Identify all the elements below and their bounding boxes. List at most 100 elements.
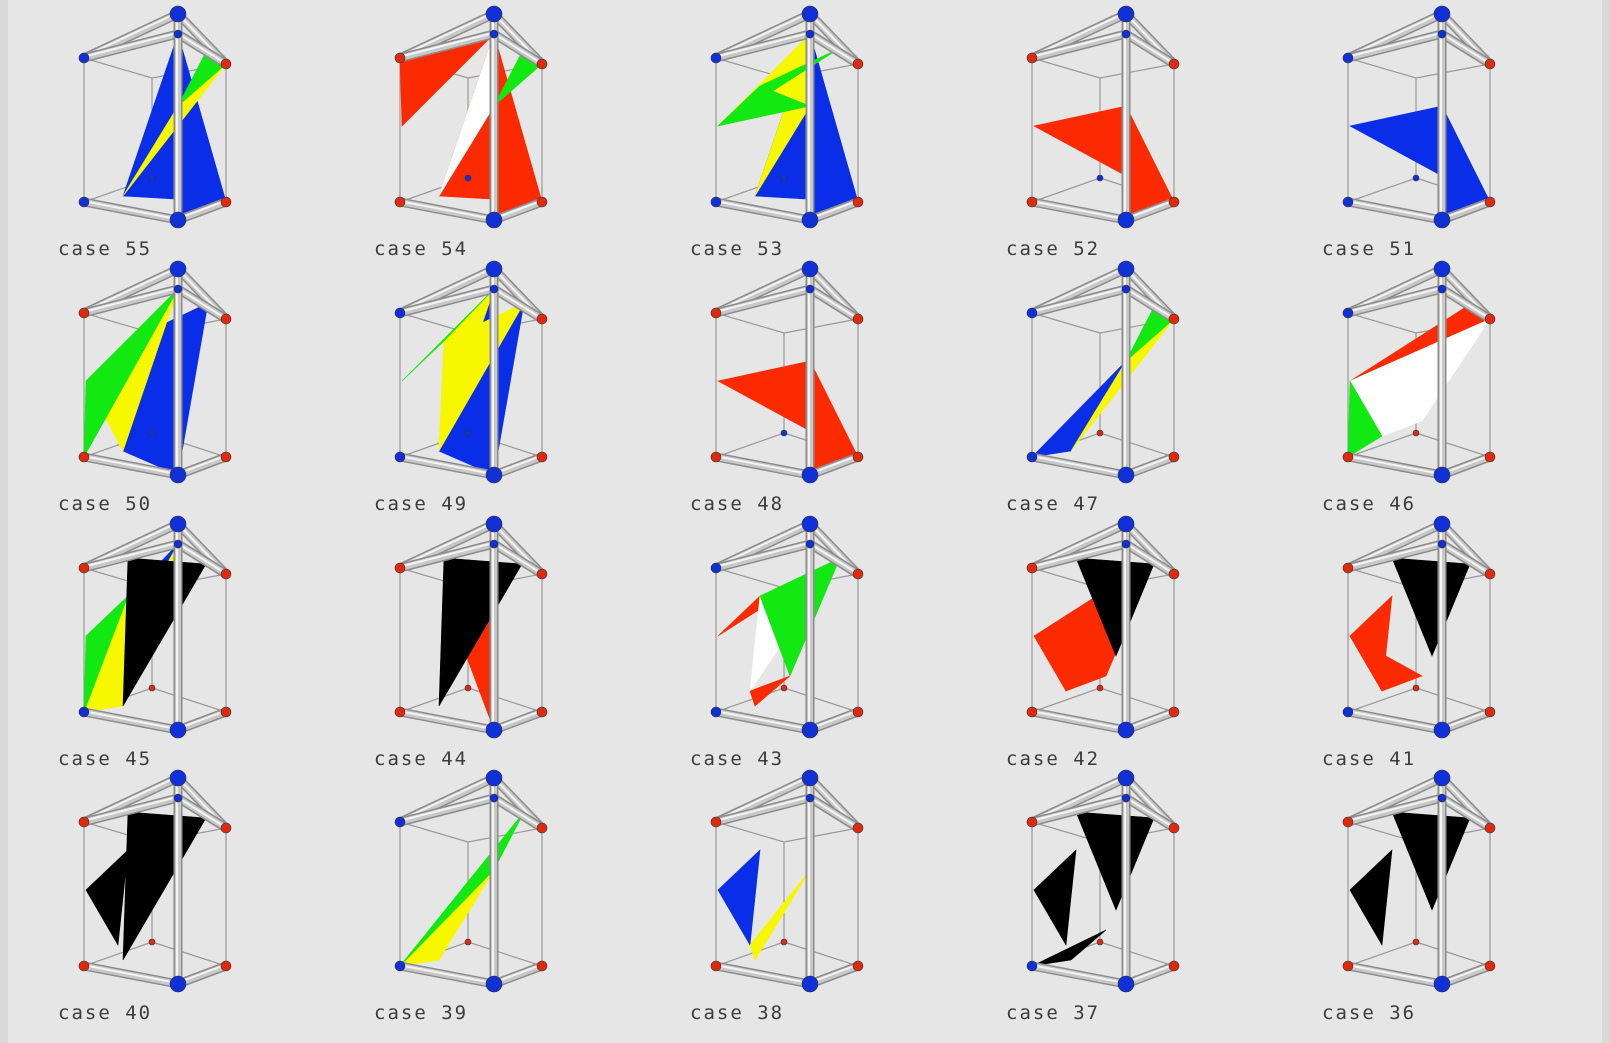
cube-vertex	[1412, 429, 1420, 437]
cube-vertex	[78, 52, 90, 64]
cube-vertex	[710, 706, 722, 718]
blue-patch	[1031, 360, 1127, 458]
cube-rod-highlight	[398, 287, 494, 313]
cube-vertex	[801, 5, 819, 23]
cube-back-edge	[715, 941, 785, 967]
cube-vertex	[1096, 429, 1104, 437]
case-label: case 46	[1322, 493, 1417, 515]
cube-vertex	[220, 313, 232, 325]
cube-vertex	[78, 451, 90, 463]
cube-vertex	[220, 568, 232, 580]
cube-vertex	[1121, 539, 1131, 549]
case-label: case 51	[1322, 238, 1417, 260]
cube-vertex	[220, 960, 232, 972]
case-cell: case 41	[1272, 515, 1588, 776]
cube-vertex	[1437, 29, 1447, 39]
cube-rod	[713, 286, 813, 316]
cube-rod	[1123, 454, 1177, 478]
blue-patch	[122, 302, 209, 476]
green-patch	[399, 811, 525, 967]
cube-rod-highlight	[82, 710, 178, 730]
cube-vertex	[220, 706, 232, 718]
cube-vertex	[1342, 307, 1354, 319]
case-label: case 49	[374, 493, 469, 515]
cube-rod-highlight	[1346, 455, 1442, 475]
cube-vertex	[801, 721, 819, 739]
cube-rod	[1439, 454, 1493, 478]
cube-vertex	[852, 568, 864, 580]
case-cube-diagram	[78, 515, 232, 739]
cube-vertex	[489, 793, 499, 803]
cube-vertex	[1342, 562, 1354, 574]
cube-rod-highlight	[176, 542, 226, 574]
case-cube-diagram	[1026, 515, 1180, 739]
cube-vertex	[489, 29, 499, 39]
cube-vertex	[536, 706, 548, 718]
cube-rod-highlight	[1030, 796, 1126, 822]
case-cube-diagram	[1342, 769, 1496, 993]
cube-rod-highlight	[398, 32, 494, 58]
cube-rod-highlight	[1346, 32, 1442, 58]
cube-vertex	[169, 211, 187, 229]
case-cube-diagram	[78, 5, 232, 229]
cube-vertex	[536, 960, 548, 972]
cube-vertex	[1096, 684, 1104, 692]
cube-back-edge	[715, 432, 785, 458]
cube-vertex	[1117, 260, 1135, 278]
black-patch	[438, 557, 523, 707]
cube-rod-highlight	[1030, 287, 1126, 313]
cube-vertex	[1117, 211, 1135, 229]
case-cube-diagram	[1026, 769, 1180, 993]
cube-rod	[1029, 541, 1129, 571]
cube-vertex	[805, 284, 815, 294]
cube-vertex	[710, 52, 722, 64]
case-cell: case 54	[324, 5, 640, 266]
cube-rod-highlight	[398, 455, 494, 475]
cube-rod	[1345, 286, 1445, 316]
cube-rod	[397, 286, 497, 316]
cube-back-edge	[399, 821, 469, 843]
cube-vertex	[1433, 515, 1451, 533]
cube-back-edge	[399, 687, 469, 713]
cube-vertex	[169, 769, 187, 787]
green-patch	[1347, 379, 1383, 458]
cube-vertex	[1096, 174, 1104, 182]
cube-rod-highlight	[714, 200, 810, 220]
cube-rod	[175, 199, 229, 223]
case-label: case 39	[374, 1002, 469, 1024]
cube-vertex	[780, 938, 788, 946]
cube-vertex	[464, 174, 472, 182]
cube-vertex	[536, 451, 548, 463]
cube-rod-highlight	[1030, 200, 1126, 220]
cube-rod-highlight	[1346, 200, 1442, 220]
cube-rod-highlight	[1124, 542, 1174, 574]
cube-vertex	[394, 451, 406, 463]
cube-rod-highlight	[82, 964, 178, 984]
cube-rod	[807, 709, 861, 733]
cube-rod	[1123, 709, 1177, 733]
cube-vertex	[78, 816, 90, 828]
cube-rod-highlight	[176, 796, 226, 828]
cube-rod-highlight	[398, 796, 494, 822]
cube-rod	[397, 31, 497, 61]
cube-vertex	[710, 562, 722, 574]
cube-vertex	[1484, 313, 1496, 325]
cube-vertex	[1168, 960, 1180, 972]
cube-rod	[1439, 963, 1493, 987]
cube-vertex	[1437, 539, 1447, 549]
cube-vertex	[1484, 822, 1496, 834]
cube-back-edge	[1415, 432, 1491, 458]
cube-rod-highlight	[714, 32, 810, 58]
case-cube-diagram	[1342, 5, 1496, 229]
cube-vertex	[1433, 5, 1451, 23]
cube-vertex	[220, 58, 232, 70]
cube-vertex	[220, 196, 232, 208]
cube-rod	[713, 795, 813, 825]
cube-back-edge	[715, 567, 785, 589]
cube-vertex	[1342, 52, 1354, 64]
case-cell: case 55	[8, 5, 324, 266]
case-label: case 53	[690, 238, 785, 260]
cube-vertex	[1168, 196, 1180, 208]
cube-vertex	[485, 466, 503, 484]
cube-back-edge	[1347, 432, 1417, 458]
